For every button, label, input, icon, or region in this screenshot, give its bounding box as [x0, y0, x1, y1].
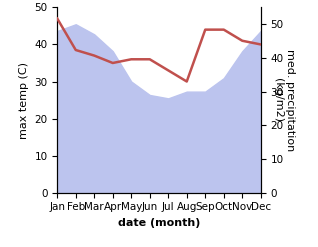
Y-axis label: max temp (C): max temp (C) — [19, 62, 29, 139]
Y-axis label: med. precipitation
(kg/m2): med. precipitation (kg/m2) — [273, 49, 295, 151]
X-axis label: date (month): date (month) — [118, 218, 200, 228]
